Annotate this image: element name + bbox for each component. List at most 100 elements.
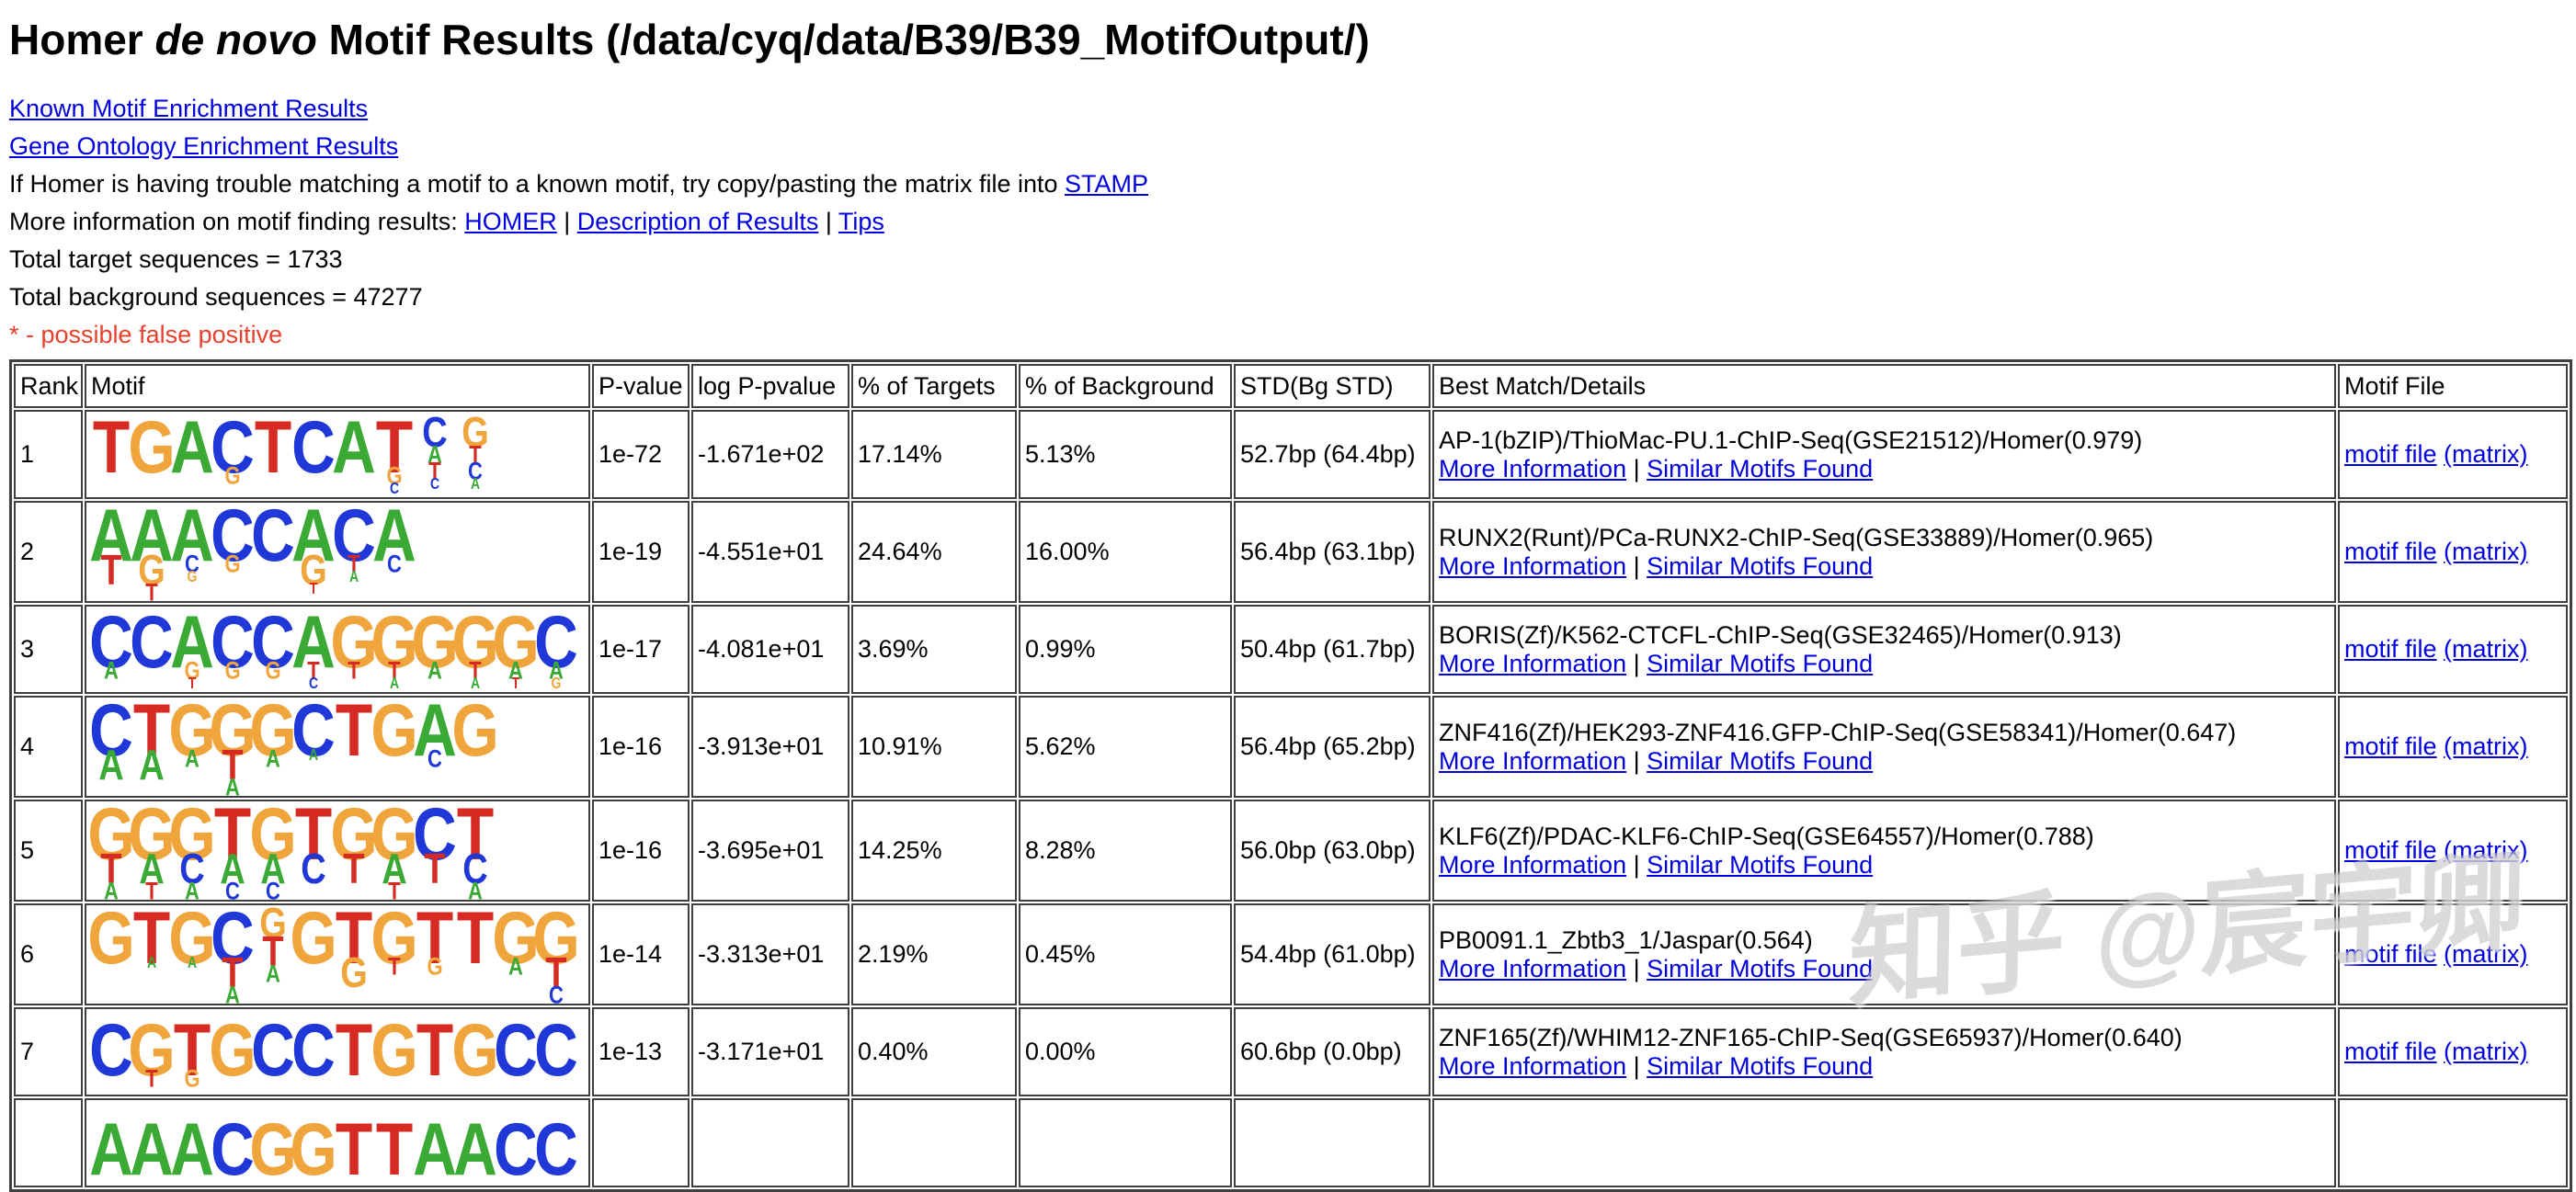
motif-file-link[interactable]: motif file [2344, 836, 2437, 864]
log-pvalue-cell: -1.671e+02 [691, 410, 849, 499]
logo-letter-A: A [130, 1107, 174, 1187]
motif-file-link[interactable]: motif file [2344, 538, 2437, 565]
similar-motifs-link[interactable]: Similar Motifs Found [1647, 454, 1874, 482]
matrix-link[interactable]: (matrix) [2444, 940, 2528, 968]
motif-file-link[interactable]: motif file [2344, 1038, 2437, 1065]
logo-letter-T: T [222, 742, 244, 789]
logo-stack: C [130, 607, 174, 678]
similar-motifs-link[interactable]: Similar Motifs Found [1647, 649, 1874, 677]
similar-motifs-link[interactable]: Similar Motifs Found [1647, 954, 1874, 982]
logo-letter-A: A [413, 696, 457, 772]
logo-letter-A: A [185, 744, 199, 773]
matrix-link[interactable]: (matrix) [2444, 440, 2528, 468]
header-std: STD(Bg STD) [1234, 364, 1430, 408]
matrix-link[interactable]: (matrix) [2444, 635, 2528, 663]
motif-file-link[interactable]: motif file [2344, 635, 2437, 663]
logo-stack: C [494, 1012, 538, 1086]
table-row: 1 T G A C G T C A T G C C A T C G T C A 1e-72 -1.671e+02 17.14… [14, 410, 2568, 499]
table-row: 3 C A C A G T C G C G A T C G T G T A G A G T A G A T C A G 1e-17 -4.08… [14, 605, 2568, 694]
more-information-link[interactable]: More Information [1439, 954, 1627, 982]
logo-letter-G: G [265, 656, 281, 685]
logo-stack: C [534, 1012, 578, 1086]
logo-letter-T: T [348, 656, 360, 685]
logo-letter-G: G [168, 903, 216, 980]
motif-file-link[interactable]: motif file [2344, 440, 2437, 468]
logo-letter-G: G [340, 949, 368, 997]
motif-file-cell: motif file (matrix) [2338, 501, 2568, 603]
logo-letter-G: G [330, 800, 378, 876]
logo-letter-C: C [291, 696, 336, 772]
more-information-link[interactable]: More Information [1439, 551, 1627, 580]
logo-letter-T: T [307, 656, 320, 685]
more-information-link[interactable]: More Information [1439, 746, 1627, 775]
pct-targets-cell: 24.64% [851, 501, 1017, 603]
logo-stack: T [253, 412, 293, 483]
gene-ontology-results-link[interactable]: Gene Ontology Enrichment Results [9, 132, 399, 160]
std-cell: 56.0bp (63.0bp) [1234, 800, 1430, 902]
stamp-link[interactable]: STAMP [1065, 170, 1149, 198]
logo-letter-C: C [462, 846, 488, 893]
matrix-link[interactable]: (matrix) [2444, 1038, 2528, 1065]
logo-letter-C: C [251, 501, 295, 577]
known-motif-results-link[interactable]: Known Motif Enrichment Results [9, 95, 369, 122]
rank-cell: 4 [14, 696, 83, 798]
similar-motifs-link[interactable]: Similar Motifs Found [1647, 850, 1874, 879]
best-match-links: More Information | Similar Motifs Found [1439, 650, 2330, 678]
header-best-match: Best Match/Details [1432, 364, 2336, 408]
logo-letter-G: G [427, 952, 443, 981]
logo-stack: G [290, 905, 336, 974]
motif-file-link[interactable]: motif file [2344, 732, 2437, 760]
more-information-link[interactable]: More Information [1439, 649, 1627, 677]
logo-letter-T: T [416, 903, 454, 980]
best-match-cell [1432, 1098, 2336, 1187]
logo-letter-C: C [130, 605, 174, 684]
logo-letter-C: C [534, 1107, 578, 1187]
pct-background-cell: 5.13% [1019, 410, 1232, 499]
logo-letter-C: C [494, 1007, 538, 1091]
similar-motifs-link[interactable]: Similar Motifs Found [1647, 551, 1874, 580]
logo-letter-A: A [225, 773, 240, 798]
more-information-link[interactable]: More Information [1439, 1051, 1627, 1080]
logo-stack: G [209, 1012, 256, 1086]
logo-letter-A: A [170, 1107, 214, 1187]
homer-link[interactable]: HOMER [464, 208, 557, 235]
matrix-link[interactable]: (matrix) [2444, 538, 2528, 565]
similar-motifs-link[interactable]: Similar Motifs Found [1647, 746, 1874, 775]
logo-stack: G [128, 412, 175, 483]
logo-stack: C [211, 1111, 255, 1186]
similar-motifs-link[interactable]: Similar Motifs Found [1647, 1051, 1874, 1080]
more-information-link[interactable]: More Information [1439, 454, 1627, 482]
logo-letter-T: T [92, 410, 131, 489]
pct-targets-cell: 10.91% [851, 696, 1017, 798]
description-of-results-link[interactable]: Description of Results [576, 208, 819, 235]
logo-letter-C: C [211, 1107, 255, 1187]
more-information-link[interactable]: More Information [1439, 850, 1627, 879]
logo-letter-C: C [266, 877, 280, 902]
motif-file-link[interactable]: motif file [2344, 940, 2437, 968]
logo-letter-T: T [262, 928, 284, 976]
std-cell: 52.7bp (64.4bp) [1234, 410, 1430, 499]
logo-letter-A: A [187, 953, 198, 971]
log-pvalue-cell: -4.081e+01 [691, 605, 849, 694]
best-match-name: KLF6(Zf)/PDAC-KLF6-ChIP-Seq(GSE64557)/Ho… [1439, 822, 2094, 850]
tips-link[interactable]: Tips [838, 208, 884, 235]
pct-targets-cell: 2.19% [851, 903, 1017, 1005]
gene-ontology-link-line: Gene Ontology Enrichment Results [9, 133, 2576, 159]
logo-letter-T: T [335, 1107, 373, 1187]
logo-letter-A: A [508, 656, 523, 685]
motif-file-cell: motif file (matrix) [2338, 800, 2568, 902]
matrix-link[interactable]: (matrix) [2444, 836, 2528, 864]
header-motif: Motif [85, 364, 590, 408]
logo-letter-A: A [185, 877, 199, 902]
matrix-link[interactable]: (matrix) [2444, 732, 2528, 760]
logo-letter-A: A [549, 656, 564, 685]
